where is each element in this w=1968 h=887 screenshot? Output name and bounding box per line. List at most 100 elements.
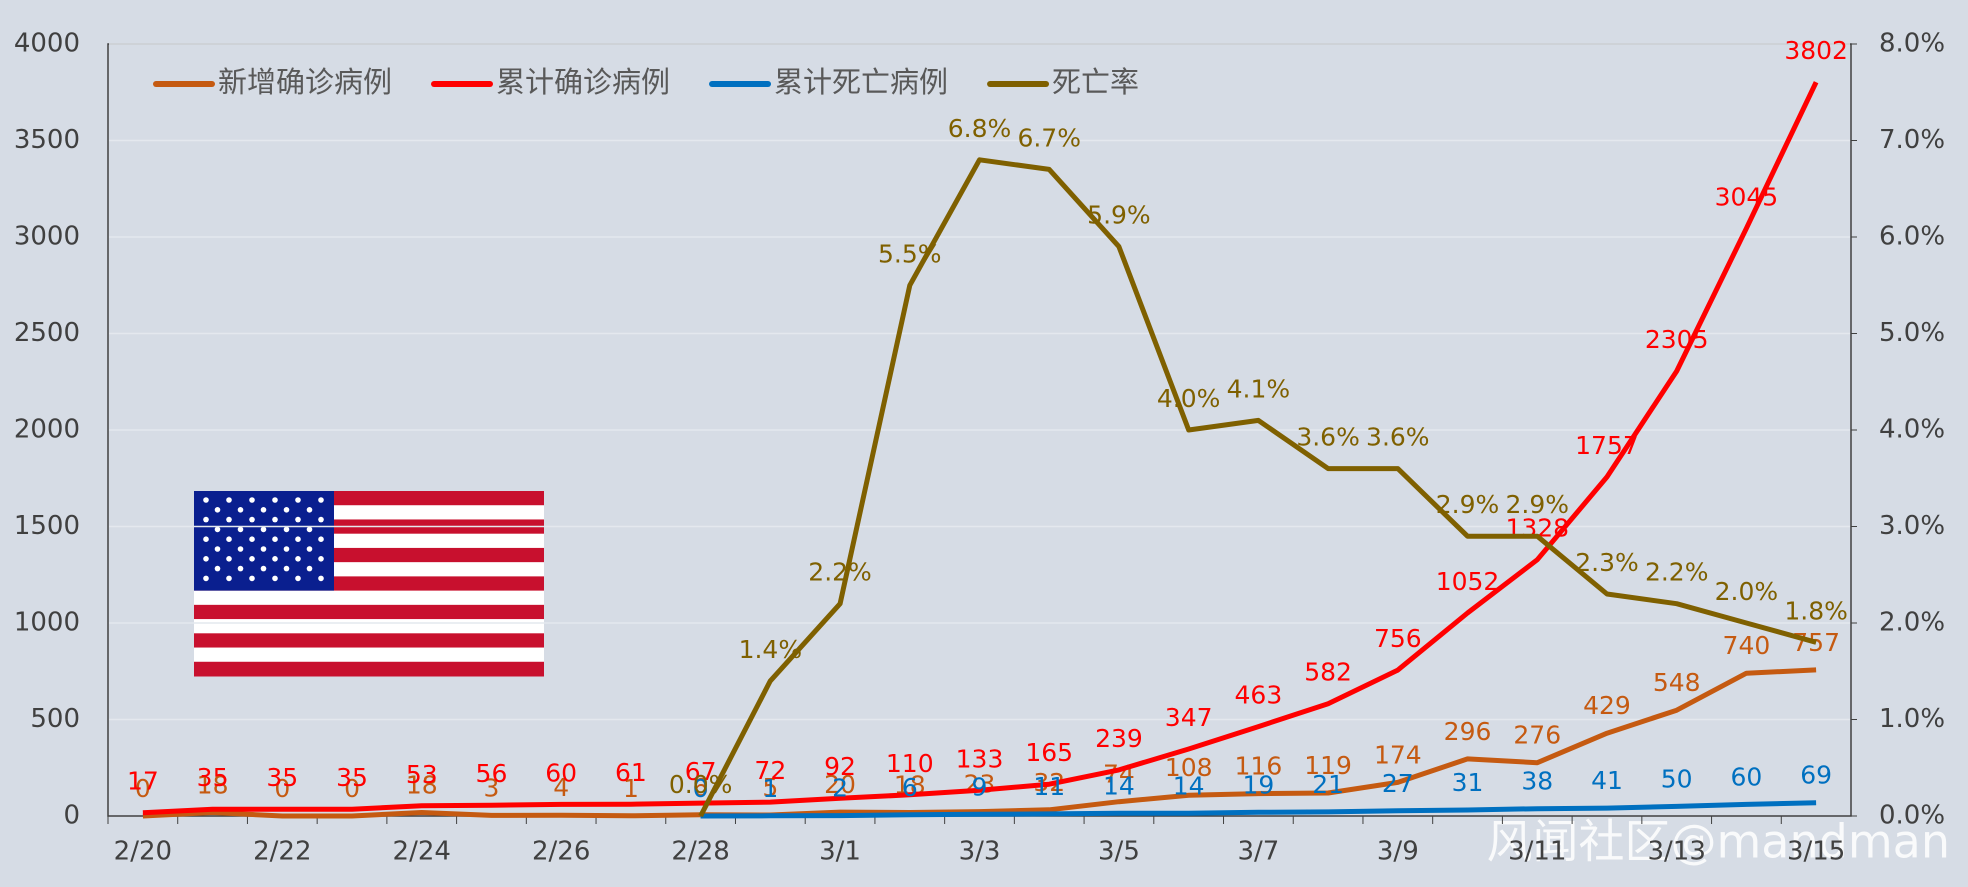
data-label: 67: [685, 757, 717, 786]
data-label: 1.4%: [739, 635, 803, 664]
data-label: 3802: [1784, 36, 1848, 65]
data-label: 31: [1452, 768, 1484, 797]
data-label: 3.6%: [1366, 423, 1430, 452]
x-tick-label: 3/1: [819, 837, 861, 867]
data-label: 60: [1731, 762, 1763, 791]
flag-star: [283, 546, 290, 552]
series-line: [142, 667, 1817, 819]
data-label: 5: [762, 773, 778, 802]
flag-star: [260, 507, 267, 513]
x-tick-label: 2/26: [532, 837, 590, 867]
flag-star: [295, 497, 301, 503]
data-label: 6: [693, 773, 709, 802]
data-label: 3: [484, 773, 500, 802]
x-tick-label: 2/24: [393, 837, 451, 867]
y-tick-label: 2000: [14, 415, 80, 445]
data-label: 72: [754, 756, 786, 785]
flag-star: [226, 516, 232, 523]
data-label: 6.7%: [1017, 123, 1081, 152]
y2-tick-label: 7.0%: [1879, 125, 1945, 155]
data-label: 5.9%: [1087, 201, 1151, 230]
flag-star: [249, 516, 255, 523]
flag-star: [237, 546, 244, 552]
data-label: 119: [1304, 751, 1352, 780]
y-tick-label: 3500: [14, 125, 80, 155]
data-label: 276: [1513, 721, 1561, 750]
flag-stripe: [194, 633, 544, 649]
data-label: 463: [1235, 681, 1283, 710]
data-label: 53: [406, 760, 438, 789]
data-label: 0: [344, 774, 360, 803]
y-tick-label: 4000: [14, 29, 80, 59]
data-label: 4.0%: [1157, 384, 1221, 413]
y2-tick-label: 0.0%: [1879, 801, 1945, 831]
flag-stripe: [194, 619, 544, 634]
watermark: 风闻社区@mandman: [1486, 815, 1950, 869]
data-label: 35: [266, 763, 298, 792]
data-label: 14: [1173, 771, 1205, 800]
series-line: [700, 800, 1817, 819]
flag-star: [203, 575, 209, 582]
flag-stripe: [194, 647, 544, 663]
us-flag: [194, 491, 544, 677]
flag-star: [237, 526, 244, 533]
data-label: 133: [956, 744, 1004, 773]
y-tick-label: 1500: [14, 511, 80, 541]
data-label: 20: [824, 770, 856, 799]
data-label: 0.0%: [669, 770, 733, 799]
data-label: 3045: [1715, 182, 1779, 211]
data-label: 174: [1374, 740, 1422, 769]
data-label: 27: [1382, 769, 1414, 798]
data-label: 756: [1374, 624, 1422, 653]
flag-star: [249, 575, 255, 582]
flag-star: [260, 526, 267, 533]
flag-star: [283, 565, 290, 572]
data-label: 50: [1661, 764, 1693, 793]
flag-star: [272, 575, 278, 582]
flag-star: [318, 497, 324, 503]
data-label: 14: [1103, 771, 1135, 800]
flag-star: [249, 556, 255, 562]
flag-star: [249, 497, 255, 503]
data-label: 6: [902, 773, 918, 802]
data-label: 0: [693, 774, 709, 803]
y-tick-label: 2500: [14, 318, 80, 348]
flag-star: [226, 497, 232, 503]
flag-stripe: [194, 661, 544, 677]
flag-star: [226, 536, 232, 542]
data-label: 2.2%: [1645, 558, 1709, 587]
data-label: 19: [1242, 770, 1274, 799]
flag-star: [203, 536, 209, 542]
flag-star: [295, 516, 301, 523]
flag-star: [272, 516, 278, 523]
data-label: 17: [127, 767, 159, 796]
flag-star: [226, 556, 232, 562]
series-line: [698, 157, 1817, 818]
flag-stripe: [194, 590, 544, 606]
data-label: 1: [623, 774, 639, 803]
legend-label: 新增确诊病例: [218, 65, 392, 99]
x-tick-label: 3/5: [1098, 837, 1140, 867]
data-label: 11: [1033, 772, 1065, 801]
flag-star: [318, 556, 324, 562]
y2-tick-label: 5.0%: [1879, 318, 1945, 348]
flag-star: [214, 507, 221, 513]
flag-star: [214, 546, 221, 552]
series-line: [142, 81, 1819, 816]
y2-tick-label: 2.0%: [1879, 608, 1945, 638]
data-label: 92: [824, 752, 856, 781]
data-label: 2.2%: [808, 558, 872, 587]
data-label: 35: [197, 763, 229, 792]
y2-tick-label: 3.0%: [1879, 511, 1945, 541]
data-label: 9: [972, 772, 988, 801]
data-label: 548: [1653, 668, 1701, 697]
data-label: 347: [1165, 703, 1213, 732]
x-tick-label: 3/13: [1648, 837, 1706, 867]
x-tick-label: 3/11: [1508, 837, 1566, 867]
data-label: 0: [274, 774, 290, 803]
data-label: 757: [1792, 628, 1840, 657]
x-tick-label: 3/3: [959, 837, 1001, 867]
data-label: 165: [1025, 738, 1073, 767]
data-label: 3.6%: [1296, 423, 1360, 452]
